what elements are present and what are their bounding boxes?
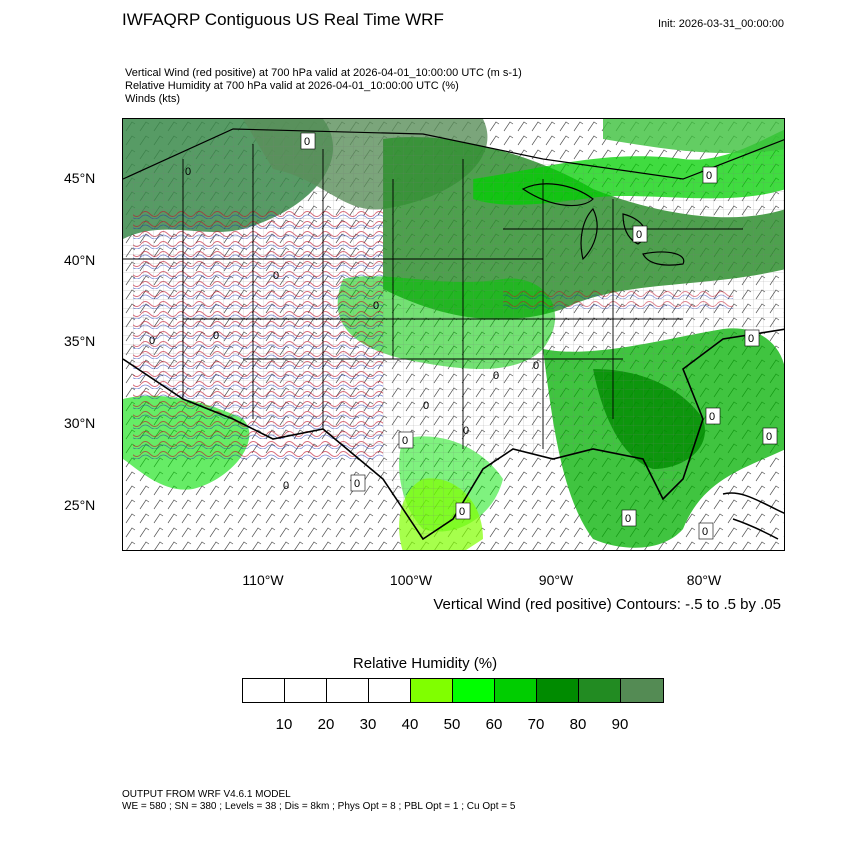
contour-note: Vertical Wind (red positive) Contours: -… bbox=[433, 596, 781, 613]
colorbar-swatch bbox=[453, 679, 495, 702]
map-svg: 0 0 0 0 0 0 0 0 0 0 0 0 0 0 0 0 0 0 0 0 … bbox=[123, 119, 784, 550]
footer-params: WE = 580 ; SN = 380 ; Levels = 38 ; Dis … bbox=[122, 801, 516, 812]
contour-label-box: 0 bbox=[698, 522, 714, 540]
subtitle-vertical-wind: Vertical Wind (red positive) at 700 hPa … bbox=[125, 67, 522, 79]
colorbar-tick-label: 50 bbox=[443, 716, 461, 733]
colorbar-tick-label: 10 bbox=[275, 716, 293, 733]
contour-label: 0 bbox=[402, 435, 408, 447]
colorbar-tick-label: 60 bbox=[485, 716, 503, 733]
contour-label-box: 0 bbox=[398, 431, 414, 449]
colorbar-swatch bbox=[537, 679, 579, 702]
contour-label: 0 bbox=[706, 170, 712, 182]
footer-model: OUTPUT FROM WRF V4.6.1 MODEL bbox=[122, 789, 291, 800]
colorbar-tick-label: 40 bbox=[401, 716, 419, 733]
lon-label-110w: 110°W bbox=[242, 572, 284, 588]
contour-label-box: 0 bbox=[632, 225, 648, 243]
lon-label-80w: 80°W bbox=[686, 572, 722, 588]
contour-label: 0 bbox=[283, 480, 289, 492]
contour-label-box: 0 bbox=[455, 502, 471, 520]
colorbar-swatch bbox=[243, 679, 285, 702]
colorbar-swatch bbox=[285, 679, 327, 702]
contour-label: 0 bbox=[373, 300, 379, 312]
contour-label: 0 bbox=[304, 136, 310, 148]
lon-label-90w: 90°W bbox=[538, 572, 574, 588]
contour-label: 0 bbox=[213, 330, 219, 342]
subtitle-winds: Winds (kts) bbox=[125, 93, 180, 105]
lon-label-100w: 100°W bbox=[389, 572, 433, 588]
subtitle-relative-humidity: Relative Humidity at 700 hPa valid at 20… bbox=[125, 80, 459, 92]
contour-label-box: 0 bbox=[705, 407, 721, 425]
lat-label-35n: 35°N bbox=[64, 333, 96, 349]
contour-label: 0 bbox=[149, 335, 155, 347]
contour-label: 0 bbox=[533, 360, 539, 372]
colorbar-tick-label: 70 bbox=[527, 716, 545, 733]
contour-label: 0 bbox=[702, 526, 708, 538]
colorbar-swatch bbox=[369, 679, 411, 702]
colorbar-tick-label: 30 bbox=[359, 716, 377, 733]
contour-label: 0 bbox=[459, 506, 465, 518]
contour-label: 0 bbox=[709, 411, 715, 423]
lat-label-40n: 40°N bbox=[64, 252, 96, 268]
contour-label: 0 bbox=[273, 270, 279, 282]
contour-label: 0 bbox=[354, 478, 360, 490]
colorbar-swatch bbox=[411, 679, 453, 702]
plot-title: IWFAQRP Contiguous US Real Time WRF bbox=[122, 10, 444, 29]
contour-label: 0 bbox=[463, 425, 469, 437]
contour-label-box: 0 bbox=[350, 474, 366, 492]
contour-label: 0 bbox=[493, 370, 499, 382]
lat-label-25n: 25°N bbox=[64, 497, 96, 513]
colorbar-tick-label: 90 bbox=[611, 716, 629, 733]
weather-map: 0 0 0 0 0 0 0 0 0 0 0 0 0 0 0 0 0 0 0 0 … bbox=[122, 118, 785, 551]
init-time: Init: 2026-03-31_00:00:00 bbox=[658, 18, 784, 30]
contour-label-box: 0 bbox=[300, 132, 316, 150]
contour-label-box: 0 bbox=[702, 166, 718, 184]
contour-label: 0 bbox=[636, 229, 642, 241]
colorbar-swatch bbox=[327, 679, 369, 702]
contour-label-box: 0 bbox=[762, 427, 778, 445]
colorbar-swatch bbox=[621, 679, 663, 702]
colorbar-tick-label: 80 bbox=[569, 716, 587, 733]
lat-label-45n: 45°N bbox=[64, 170, 96, 186]
colorbar-title: Relative Humidity (%) bbox=[352, 655, 498, 672]
contour-label-box: 0 bbox=[744, 329, 760, 347]
colorbar-swatch bbox=[495, 679, 537, 702]
contour-label: 0 bbox=[423, 400, 429, 412]
colorbar-swatch bbox=[579, 679, 621, 702]
colorbar bbox=[242, 678, 664, 703]
contour-label: 0 bbox=[625, 513, 631, 525]
contour-label: 0 bbox=[766, 431, 772, 443]
colorbar-tick-label: 20 bbox=[317, 716, 335, 733]
contour-label: 0 bbox=[185, 166, 191, 178]
contour-label: 0 bbox=[748, 333, 754, 345]
contour-label-box: 0 bbox=[621, 509, 637, 527]
lat-label-30n: 30°N bbox=[64, 415, 96, 431]
